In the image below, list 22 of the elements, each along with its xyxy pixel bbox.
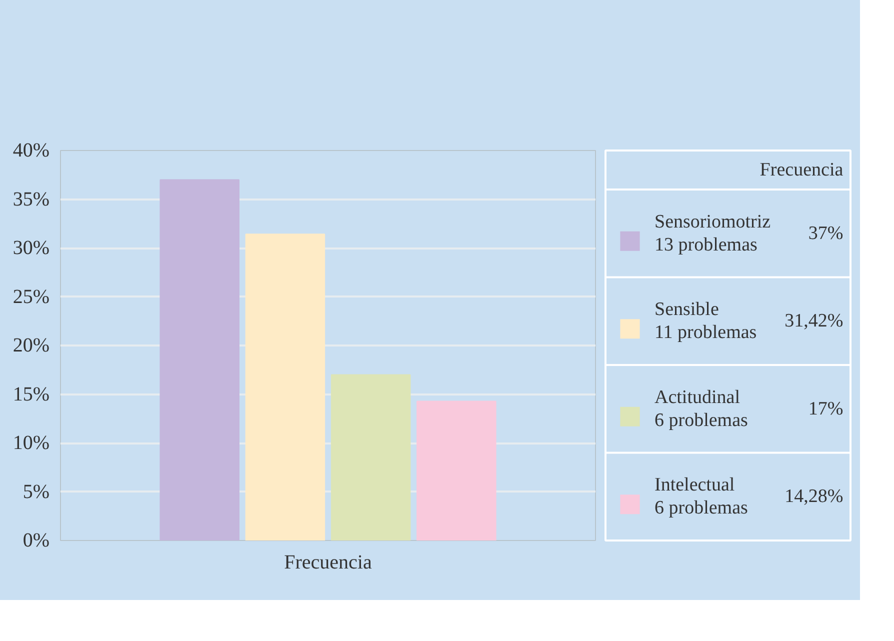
y-tick-label: 40% bbox=[12, 140, 50, 162]
text: 17% bbox=[808, 398, 844, 420]
y-tick-label: 25% bbox=[12, 286, 50, 308]
legend-label: Intelectual 6 problemas bbox=[654, 474, 748, 519]
y-tick-label: 20% bbox=[12, 334, 50, 356]
legend-label: Actitudinal 6 problemas bbox=[654, 386, 748, 431]
legend-label: Sensible 11 problemas bbox=[654, 299, 757, 344]
y-tick-label: 15% bbox=[12, 383, 50, 406]
y-tick-label: 35% bbox=[12, 188, 50, 210]
text: 31,42% bbox=[784, 310, 844, 332]
legend-label: Sensoriomotriz 13 problemas bbox=[654, 211, 771, 256]
bar bbox=[416, 400, 496, 540]
bar bbox=[245, 234, 326, 540]
bar bbox=[330, 374, 411, 540]
y-tick-label: 30% bbox=[12, 237, 50, 259]
y-tick-label: 0% bbox=[22, 530, 50, 552]
text: 14,28% bbox=[784, 486, 844, 508]
text: 37% bbox=[808, 222, 844, 244]
y-tick-label: 10% bbox=[12, 432, 50, 454]
bar bbox=[160, 179, 240, 540]
y-tick-label: 5% bbox=[22, 480, 50, 503]
legend-title: Frecuencia bbox=[760, 160, 844, 180]
